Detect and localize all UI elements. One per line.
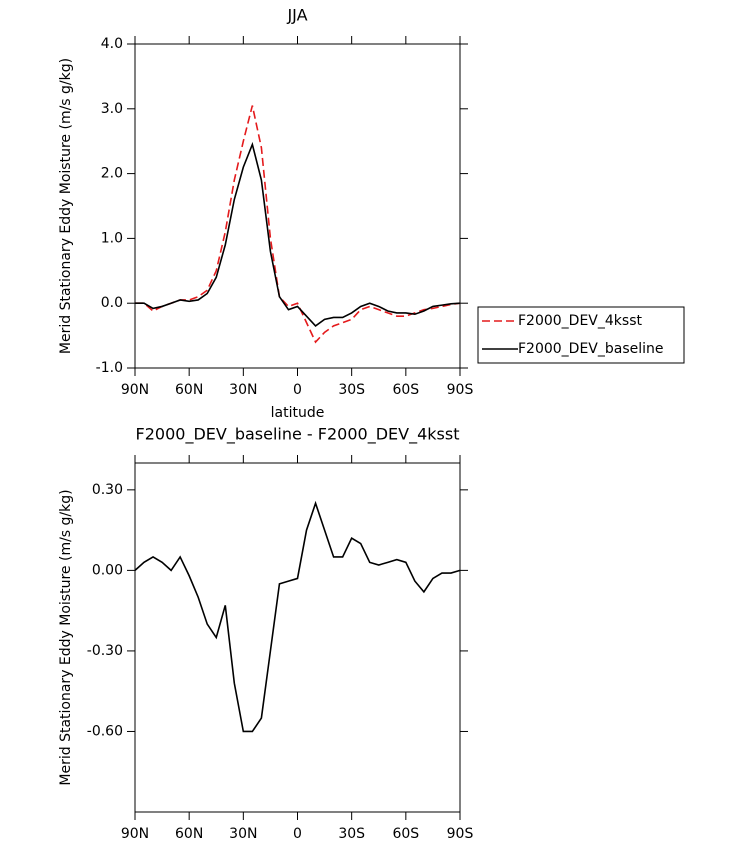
x-tick-label: 60S — [392, 382, 419, 398]
y-axis-label: Merid Stationary Eddy Moisture (m/s g/kg… — [58, 489, 74, 785]
x-tick-label: 90S — [447, 382, 474, 398]
legend-box — [477, 306, 685, 364]
x-axis-label: latitude — [271, 405, 325, 421]
x-tick-label: 30N — [229, 382, 257, 398]
y-tick-label: 4.0 — [101, 36, 123, 52]
y-tick-label: -0.60 — [87, 723, 123, 739]
x-tick-label: 60N — [175, 826, 203, 842]
plot-frame — [134, 43, 461, 369]
data-line — [134, 500, 461, 733]
legend-label: F2000_DEV_4ksst — [518, 313, 642, 329]
data-line — [135, 141, 461, 327]
x-tick-label: 30N — [229, 826, 257, 842]
legend-label: F2000_DEV_baseline — [518, 341, 664, 357]
y-tick-label: -0.30 — [87, 643, 123, 659]
chart-title: JJA — [286, 6, 307, 25]
x-tick-label: 0 — [293, 826, 302, 842]
y-tick-label: 0.0 — [101, 295, 123, 311]
x-tick-label: 0 — [293, 382, 302, 398]
x-tick-label: 60S — [392, 826, 419, 842]
y-tick-label: 1.0 — [101, 230, 123, 246]
x-tick-label: 60N — [175, 382, 203, 398]
x-tick-label: 90N — [121, 382, 149, 398]
x-tick-label: 90N — [121, 826, 149, 842]
plot-frame — [134, 462, 461, 813]
y-tick-label: 2.0 — [101, 166, 123, 182]
x-tick-label: 90S — [447, 826, 474, 842]
x-tick-label: 30S — [338, 382, 365, 398]
y-tick-label: 0.00 — [92, 562, 123, 578]
chart-title: F2000_DEV_baseline - F2000_DEV_4ksst — [136, 425, 460, 445]
x-tick-label: 30S — [338, 826, 365, 842]
y-tick-label: -1.0 — [96, 360, 123, 376]
data-line — [135, 105, 461, 344]
y-tick-label: 0.30 — [92, 482, 123, 498]
y-axis-label: Merid Stationary Eddy Moisture (m/s g/kg… — [58, 58, 74, 354]
y-tick-label: 3.0 — [101, 101, 123, 117]
